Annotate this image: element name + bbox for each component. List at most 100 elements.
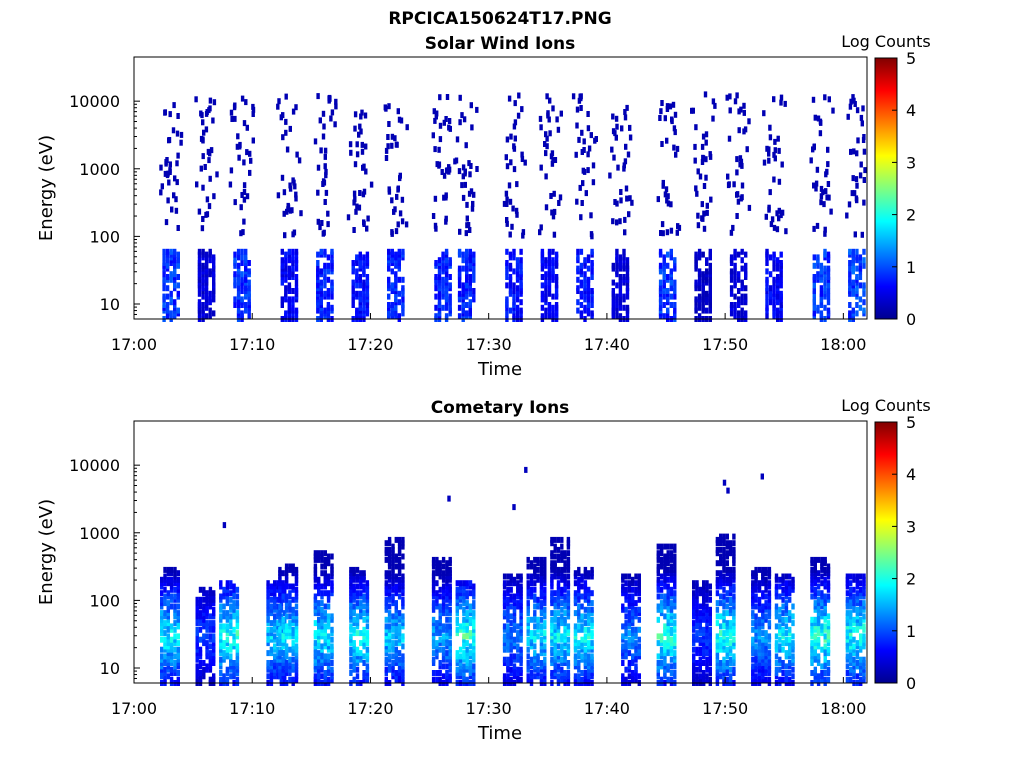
spectrogram-cell xyxy=(516,603,520,610)
spectrogram-cell xyxy=(784,640,789,647)
spectrogram-cell xyxy=(287,257,292,264)
spectrogram-cell xyxy=(166,610,170,617)
spectrogram-cell xyxy=(659,676,664,683)
spectrogram-cell xyxy=(725,630,729,637)
spectrogram-cell xyxy=(779,94,784,101)
spectrogram-cell xyxy=(623,158,628,165)
spectrogram-cell xyxy=(583,271,587,278)
spectrogram-cell xyxy=(621,643,625,650)
spectrogram-cell xyxy=(316,93,320,100)
spectrogram-cell xyxy=(235,663,240,670)
spectrogram-cell xyxy=(438,620,442,627)
spectrogram-cell xyxy=(401,580,405,587)
spectrogram-cell xyxy=(431,656,436,663)
spectrogram-cell xyxy=(583,636,588,643)
spectrogram-cell xyxy=(566,543,571,550)
spectrogram-cell xyxy=(349,580,353,587)
spectrogram-cell xyxy=(573,623,578,630)
spectrogram-cell xyxy=(326,660,331,666)
spectrogram-cell xyxy=(784,623,789,630)
spectrogram-cell xyxy=(444,215,448,222)
spectrogram-cell xyxy=(284,646,289,653)
spectrogram-cell xyxy=(240,260,244,266)
spectrogram-cell xyxy=(276,653,280,660)
spectrogram-cell xyxy=(855,285,859,292)
spectrogram-cell xyxy=(279,600,284,607)
spectrogram-cell xyxy=(394,536,398,543)
spectrogram-cell xyxy=(526,610,530,617)
spectrogram-cell xyxy=(232,633,236,640)
spectrogram-cell xyxy=(728,570,733,577)
spectrogram-cell xyxy=(550,550,554,557)
spectrogram-cell xyxy=(441,586,446,593)
spectrogram-cell xyxy=(705,636,709,643)
spectrogram-cell xyxy=(317,623,321,630)
spectrogram-cell xyxy=(397,673,402,680)
spectrogram-cell xyxy=(467,160,471,167)
spectrogram-cell xyxy=(719,660,723,666)
spectrogram-cell xyxy=(659,653,664,660)
spectrogram-cell xyxy=(365,593,370,600)
spectrogram-cell xyxy=(444,313,449,320)
spectrogram-cell xyxy=(163,596,167,603)
spectrogram-cell xyxy=(809,157,813,164)
spectrogram-cell xyxy=(352,640,356,647)
spectrogram-cell xyxy=(732,603,736,610)
spectrogram-cell xyxy=(313,583,318,590)
spectrogram-cell xyxy=(326,633,331,640)
spectrogram-cell xyxy=(160,663,164,670)
spectrogram-cell xyxy=(318,117,322,124)
spectrogram-cell xyxy=(358,274,362,280)
spectrogram-cell xyxy=(462,650,466,657)
spectrogram-cell xyxy=(765,276,769,283)
spectrogram-cell xyxy=(462,656,466,663)
spectrogram-cell xyxy=(705,666,709,673)
spectrogram-cell xyxy=(728,590,733,597)
spectrogram-cell xyxy=(698,630,702,637)
spectrogram-cell xyxy=(458,596,463,603)
spectrogram-cell xyxy=(784,616,789,623)
spectrogram-cell xyxy=(160,636,164,643)
spectrogram-cell xyxy=(579,279,584,286)
spectrogram-cell xyxy=(212,596,216,603)
spectrogram-cell xyxy=(615,123,619,130)
spectrogram-cell xyxy=(751,640,755,647)
spectrogram-cell xyxy=(516,633,520,640)
spectrogram-cell xyxy=(659,230,663,236)
spectrogram-cell xyxy=(615,293,619,300)
spectrogram-cell xyxy=(659,636,664,643)
spectrogram-cell xyxy=(441,650,446,657)
spectrogram-cell xyxy=(445,167,449,174)
spectrogram-cell xyxy=(326,590,331,597)
spectrogram-cell xyxy=(173,633,177,640)
spectrogram-cell xyxy=(661,230,665,237)
spectrogram-cell xyxy=(505,163,510,170)
spectrogram-cell xyxy=(445,583,449,590)
spectrogram-cell xyxy=(533,603,537,610)
spectrogram-cell xyxy=(757,646,762,653)
spectrogram-cell xyxy=(539,603,544,610)
spectrogram-cell xyxy=(352,590,356,597)
spectrogram-cell xyxy=(529,586,534,593)
spectrogram-cell xyxy=(781,633,785,640)
spectrogram-cell xyxy=(387,626,392,633)
spectrogram-cell xyxy=(702,600,706,607)
spectrogram-cell xyxy=(266,593,270,600)
spectrogram-cell xyxy=(358,282,362,289)
spectrogram-cell xyxy=(349,586,353,593)
spectrogram-cell xyxy=(276,630,280,637)
spectrogram-cell xyxy=(663,670,667,676)
spectrogram-cell xyxy=(169,310,173,317)
spectrogram-cell xyxy=(397,550,402,557)
spectrogram-cell xyxy=(669,550,674,557)
spectrogram-cell xyxy=(739,158,744,165)
spectrogram-cell xyxy=(472,616,476,623)
spectrogram-cell xyxy=(401,540,405,547)
spectrogram-cell xyxy=(397,560,402,567)
spectrogram-cell xyxy=(519,257,523,264)
spectrogram-cell xyxy=(176,613,180,620)
spectrogram-cell xyxy=(278,570,282,577)
spectrogram-cell xyxy=(539,640,544,647)
spectrogram-cell xyxy=(512,673,517,680)
spectrogram-cell xyxy=(441,276,445,283)
